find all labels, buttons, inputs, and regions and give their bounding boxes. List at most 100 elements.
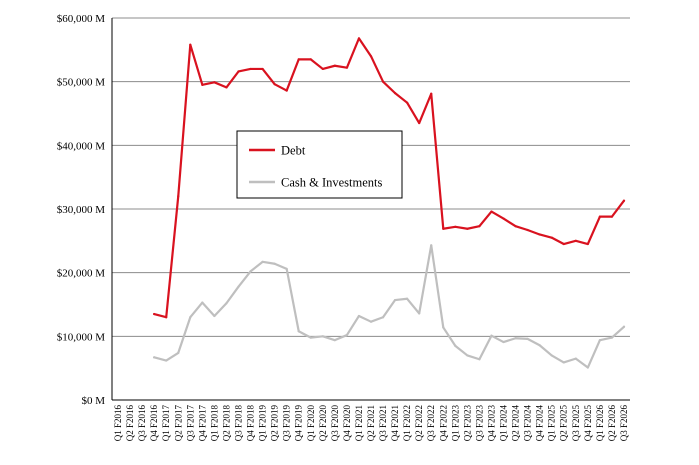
x-tick-label: Q2 F2019 — [270, 405, 280, 442]
data-point-debt — [165, 316, 168, 319]
data-point-cash-investments — [237, 285, 240, 288]
x-tick-label: Q3 F2016 — [137, 405, 147, 442]
data-point-debt — [478, 225, 481, 228]
data-point-debt — [490, 210, 493, 213]
y-tick-label: $0 M — [81, 395, 105, 407]
x-tick-label: Q4 F2016 — [149, 405, 159, 442]
data-point-debt — [598, 215, 601, 218]
y-tick-label: $20,000 M — [57, 268, 106, 280]
data-point-debt — [249, 67, 252, 71]
y-tick-label: $50,000 M — [57, 77, 106, 89]
data-point-cash-investments — [514, 337, 517, 340]
x-tick-label: Q4 F2023 — [486, 405, 496, 442]
data-point-debt — [381, 80, 385, 83]
data-point-debt — [309, 58, 312, 61]
data-point-debt — [201, 83, 204, 86]
x-tick-label: Q4 F2018 — [246, 405, 256, 442]
data-point-debt — [454, 225, 457, 228]
x-tick-label: Q2 F2018 — [221, 405, 231, 442]
x-tick-label: Q4 F2022 — [438, 405, 448, 441]
data-point-cash-investments — [297, 330, 300, 333]
data-point-debt — [622, 199, 626, 202]
data-point-debt — [297, 58, 300, 61]
data-point-cash-investments — [153, 356, 156, 359]
data-point-debt — [526, 228, 529, 232]
data-point-debt — [562, 242, 565, 246]
x-tick-label: Q2 F2016 — [125, 405, 135, 442]
data-point-cash-investments — [586, 366, 589, 369]
data-point-cash-investments — [430, 244, 433, 247]
x-tick-label: Q2 F2026 — [607, 405, 617, 442]
x-tick-label: Q1 F2020 — [306, 405, 316, 442]
data-point-cash-investments — [201, 301, 204, 304]
data-point-debt — [586, 242, 589, 246]
legend-box — [236, 130, 403, 199]
data-point-debt — [333, 64, 336, 67]
gridlines — [112, 17, 630, 401]
data-point-cash-investments — [562, 361, 565, 364]
data-point-debt — [393, 92, 397, 95]
data-point-debt — [345, 66, 349, 69]
data-point-debt — [574, 239, 577, 242]
x-tick-label: Q4 F2024 — [535, 405, 545, 442]
legend: Debt Cash & Investments — [236, 130, 403, 199]
data-point-debt — [514, 225, 517, 228]
x-tick-label: Q2 F2024 — [511, 405, 521, 442]
x-tick-label: Q4 F2025 — [583, 405, 593, 442]
data-point-debt — [369, 55, 373, 58]
x-tick-label: Q1 F2019 — [258, 405, 268, 442]
x-tick-label: Q1 F2021 — [354, 405, 364, 441]
data-point-cash-investments — [622, 325, 626, 328]
x-tick-label: Q2 F2020 — [318, 405, 328, 442]
data-point-debt — [153, 312, 156, 316]
data-point-cash-investments — [321, 335, 324, 338]
data-point-debt — [285, 89, 288, 92]
data-point-cash-investments — [285, 267, 288, 270]
data-point-cash-investments — [357, 314, 361, 318]
data-point-debt — [261, 67, 264, 71]
data-point-debt — [466, 227, 469, 230]
x-tick-label: Q2 F2022 — [414, 405, 424, 441]
data-point-cash-investments — [273, 262, 276, 265]
data-point-cash-investments — [598, 339, 601, 342]
data-point-debt — [610, 215, 614, 218]
data-point-cash-investments — [189, 316, 192, 319]
data-point-debt — [406, 101, 409, 104]
data-point-cash-investments — [454, 344, 457, 347]
x-tick-label: Q3 F2018 — [233, 405, 243, 442]
x-tick-label: Q2 F2021 — [366, 405, 376, 441]
x-tick-label: Q2 F2025 — [559, 405, 569, 442]
data-point-cash-investments — [526, 337, 529, 340]
data-point-cash-investments — [478, 358, 481, 361]
legend-label-debt: Debt — [281, 144, 306, 158]
x-tick-label: Q1 F2017 — [161, 405, 171, 442]
data-point-cash-investments — [381, 316, 385, 319]
series-line-cash-investments — [153, 244, 626, 369]
x-tick-label: Q3 F2025 — [571, 405, 581, 442]
data-point-debt — [237, 70, 240, 73]
x-tick-label: Q1 F2026 — [595, 405, 605, 442]
data-point-debt — [189, 43, 192, 46]
data-point-cash-investments — [165, 359, 168, 362]
x-tick-label: Q4 F2019 — [294, 405, 304, 442]
y-tick-label: $40,000 M — [57, 140, 106, 152]
y-tick-label: $30,000 M — [57, 204, 106, 216]
x-tick-label: Q2 F2023 — [462, 405, 472, 442]
series-line-debt — [153, 37, 626, 319]
x-tick-label: Q3 F2019 — [282, 405, 292, 442]
data-point-cash-investments — [406, 297, 409, 300]
x-tick-label: Q3 F2017 — [185, 405, 195, 442]
x-tick-label: Q1 F2022 — [402, 405, 412, 441]
data-point-debt — [502, 217, 505, 220]
data-point-cash-investments — [418, 312, 421, 315]
data-point-debt — [418, 121, 421, 125]
data-point-cash-investments — [393, 298, 397, 302]
data-point-cash-investments — [213, 314, 216, 318]
data-point-cash-investments — [309, 336, 312, 339]
x-tick-label: Q1 F2016 — [113, 405, 123, 442]
data-point-debt — [225, 86, 228, 89]
legend-label-cash-investments: Cash & Investments — [281, 176, 383, 190]
x-axis-tick-labels: Q1 F2016 Q2 F2016 Q3 F2016 Q4 F2016 Q1 F2017… — [113, 405, 629, 442]
